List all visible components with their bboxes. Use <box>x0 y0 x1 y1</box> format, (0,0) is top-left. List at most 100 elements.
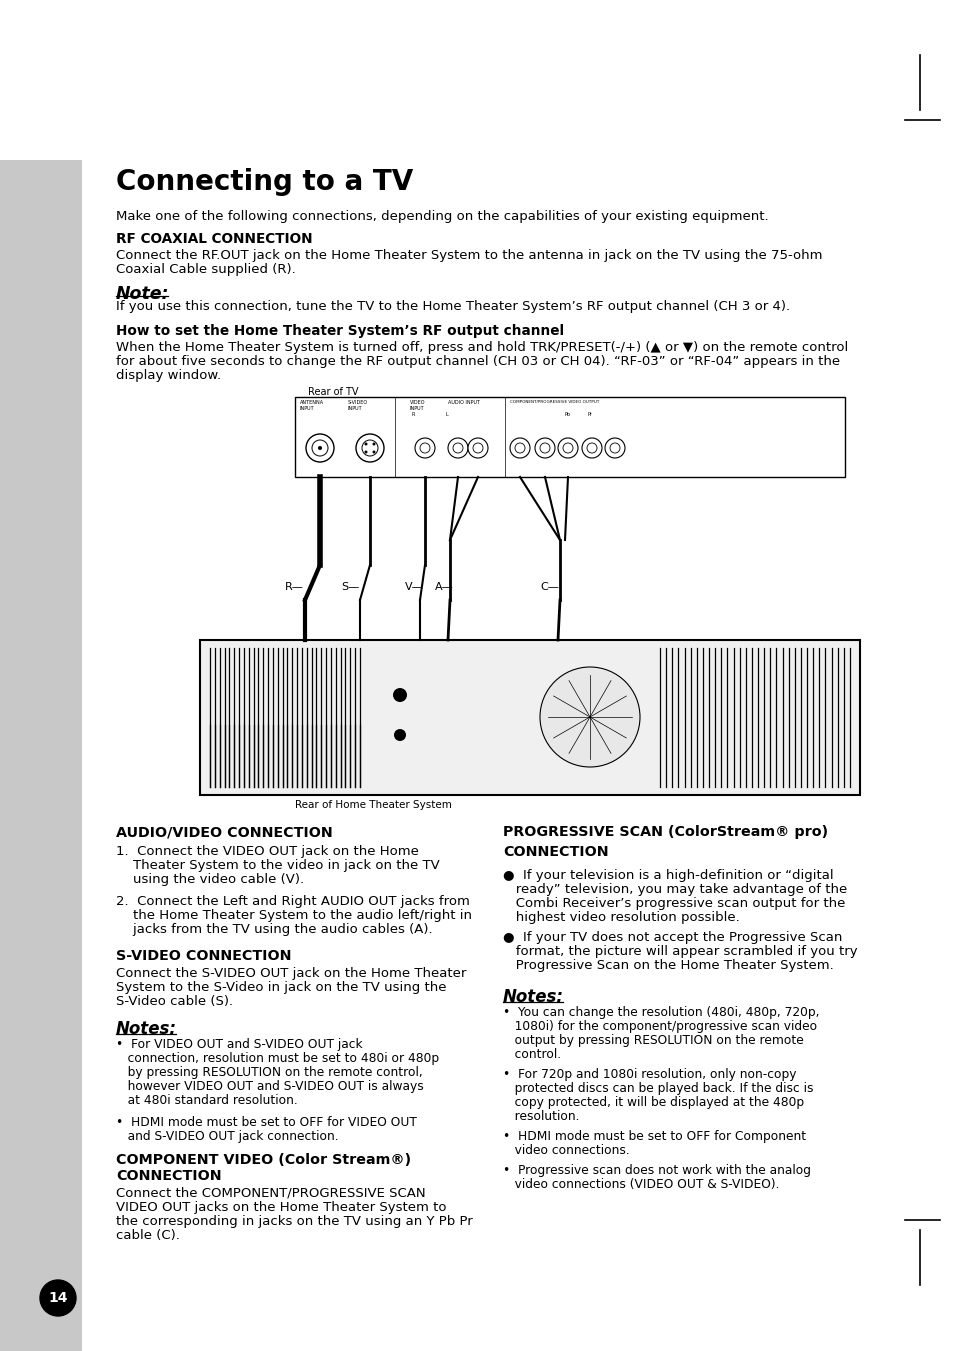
Text: •  For VIDEO OUT and S-VIDEO OUT jack: • For VIDEO OUT and S-VIDEO OUT jack <box>116 1038 362 1051</box>
Text: V—: V— <box>405 582 423 592</box>
Text: ●  If your TV does not accept the Progressive Scan: ● If your TV does not accept the Progres… <box>502 931 841 944</box>
Text: System to the S-Video in jack on the TV using the: System to the S-Video in jack on the TV … <box>116 981 446 994</box>
Text: Connect the S-VIDEO OUT jack on the Home Theater: Connect the S-VIDEO OUT jack on the Home… <box>116 967 466 979</box>
Text: Make one of the following connections, depending on the capabilities of your exi: Make one of the following connections, d… <box>116 209 768 223</box>
Text: control.: control. <box>502 1048 560 1061</box>
Text: Connect the RF.OUT jack on the Home Theater System to the antenna in jack on the: Connect the RF.OUT jack on the Home Thea… <box>116 249 821 262</box>
Text: connection, resolution must be set to 480i or 480p: connection, resolution must be set to 48… <box>116 1052 438 1065</box>
Circle shape <box>419 443 430 453</box>
Circle shape <box>355 434 384 462</box>
Circle shape <box>609 443 619 453</box>
Text: •  For 720p and 1080i resolution, only non-copy: • For 720p and 1080i resolution, only no… <box>502 1069 796 1081</box>
Text: 1080i) for the component/progressive scan video: 1080i) for the component/progressive sca… <box>502 1020 817 1034</box>
Text: S-VIDEO CONNECTION: S-VIDEO CONNECTION <box>116 948 292 963</box>
Text: highest video resolution possible.: highest video resolution possible. <box>502 911 739 924</box>
Text: Combi Receiver’s progressive scan output for the: Combi Receiver’s progressive scan output… <box>502 897 844 911</box>
Circle shape <box>415 438 435 458</box>
Text: When the Home Theater System is turned off, press and hold TRK/PRESET(-/+) (▲ or: When the Home Theater System is turned o… <box>116 340 847 354</box>
Circle shape <box>317 446 322 450</box>
Circle shape <box>558 438 578 458</box>
Text: Connecting to a TV: Connecting to a TV <box>116 168 413 196</box>
Text: •  HDMI mode must be set to OFF for Component: • HDMI mode must be set to OFF for Compo… <box>502 1129 805 1143</box>
Text: CONNECTION: CONNECTION <box>502 844 608 859</box>
Text: jacks from the TV using the audio cables (A).: jacks from the TV using the audio cables… <box>116 923 432 936</box>
Text: at 480i standard resolution.: at 480i standard resolution. <box>116 1094 297 1106</box>
Text: video connections (VIDEO OUT & S-VIDEO).: video connections (VIDEO OUT & S-VIDEO). <box>502 1178 779 1192</box>
Circle shape <box>364 443 367 446</box>
Text: and S-VIDEO OUT jack connection.: and S-VIDEO OUT jack connection. <box>116 1129 338 1143</box>
Text: ●  If your television is a high-definition or “digital: ● If your television is a high-definitio… <box>502 869 833 882</box>
Circle shape <box>586 443 597 453</box>
Text: Notes:: Notes: <box>502 988 563 1006</box>
Text: If you use this connection, tune the TV to the Home Theater System’s RF output c: If you use this connection, tune the TV … <box>116 300 789 313</box>
Circle shape <box>581 438 601 458</box>
Circle shape <box>394 730 406 740</box>
Text: video connections.: video connections. <box>502 1144 629 1156</box>
Text: RF COAXIAL CONNECTION: RF COAXIAL CONNECTION <box>116 232 313 246</box>
Circle shape <box>40 1279 76 1316</box>
Text: L: L <box>446 412 448 417</box>
Text: S-Video cable (S).: S-Video cable (S). <box>116 994 233 1008</box>
Text: R: R <box>412 412 415 417</box>
Text: output by pressing RESOLUTION on the remote: output by pressing RESOLUTION on the rem… <box>502 1034 803 1047</box>
Text: AUDIO/VIDEO CONNECTION: AUDIO/VIDEO CONNECTION <box>116 825 333 839</box>
Text: ANTENNA
INPUT: ANTENNA INPUT <box>299 400 324 411</box>
Circle shape <box>510 438 530 458</box>
Text: VIDEO
INPUT: VIDEO INPUT <box>410 400 425 411</box>
Circle shape <box>562 443 573 453</box>
Text: S-VIDEO
INPUT: S-VIDEO INPUT <box>348 400 368 411</box>
Text: 2.  Connect the Left and Right AUDIO OUT jacks from: 2. Connect the Left and Right AUDIO OUT … <box>116 894 470 908</box>
Text: for about five seconds to change the RF output channel (CH 03 or CH 04). “RF-03”: for about five seconds to change the RF … <box>116 355 840 367</box>
Text: COMPONENT VIDEO (Color Stream®): COMPONENT VIDEO (Color Stream®) <box>116 1152 411 1167</box>
Text: Coaxial Cable supplied (R).: Coaxial Cable supplied (R). <box>116 263 295 276</box>
Text: display window.: display window. <box>116 369 221 382</box>
Circle shape <box>453 443 462 453</box>
Text: Pb: Pb <box>564 412 571 417</box>
Text: C—: C— <box>539 582 558 592</box>
Circle shape <box>393 688 407 703</box>
Text: VIDEO OUT jacks on the Home Theater System to: VIDEO OUT jacks on the Home Theater Syst… <box>116 1201 446 1215</box>
Text: the Home Theater System to the audio left/right in: the Home Theater System to the audio lef… <box>116 909 472 921</box>
Text: •  You can change the resolution (480i, 480p, 720p,: • You can change the resolution (480i, 4… <box>502 1006 819 1019</box>
Text: format, the picture will appear scrambled if you try: format, the picture will appear scramble… <box>502 944 857 958</box>
Bar <box>294 397 844 477</box>
Text: protected discs can be played back. If the disc is: protected discs can be played back. If t… <box>502 1082 813 1096</box>
Text: Connect the COMPONENT/PROGRESSIVE SCAN: Connect the COMPONENT/PROGRESSIVE SCAN <box>116 1188 425 1200</box>
Text: How to set the Home Theater System’s RF output channel: How to set the Home Theater System’s RF … <box>116 324 563 338</box>
Text: resolution.: resolution. <box>502 1111 578 1123</box>
Text: COMPONENT/PROGRESSIVE VIDEO OUTPUT: COMPONENT/PROGRESSIVE VIDEO OUTPUT <box>510 400 598 404</box>
Text: by pressing RESOLUTION on the remote control,: by pressing RESOLUTION on the remote con… <box>116 1066 422 1079</box>
Text: 14: 14 <box>49 1292 68 1305</box>
Text: ready” television, you may take advantage of the: ready” television, you may take advantag… <box>502 884 846 896</box>
Text: •  Progressive scan does not work with the analog: • Progressive scan does not work with th… <box>502 1165 810 1177</box>
Circle shape <box>473 443 482 453</box>
Bar <box>0 0 82 159</box>
Circle shape <box>535 438 555 458</box>
Text: R—: R— <box>285 582 304 592</box>
Text: Progressive Scan on the Home Theater System.: Progressive Scan on the Home Theater Sys… <box>502 959 833 971</box>
Text: Pr: Pr <box>587 412 592 417</box>
Text: cable (C).: cable (C). <box>116 1229 180 1242</box>
Circle shape <box>515 443 524 453</box>
Text: S—: S— <box>340 582 359 592</box>
Text: Note:: Note: <box>116 285 170 303</box>
Text: however VIDEO OUT and S-VIDEO OUT is always: however VIDEO OUT and S-VIDEO OUT is alw… <box>116 1079 423 1093</box>
Text: A—: A— <box>435 582 454 592</box>
Text: AUDIO INPUT: AUDIO INPUT <box>448 400 479 405</box>
Circle shape <box>604 438 624 458</box>
Text: the corresponding in jacks on the TV using an Y Pb Pr: the corresponding in jacks on the TV usi… <box>116 1215 473 1228</box>
Circle shape <box>468 438 488 458</box>
Bar <box>0 159 82 1351</box>
Circle shape <box>448 438 468 458</box>
Bar <box>200 640 859 794</box>
Text: 1.  Connect the VIDEO OUT jack on the Home: 1. Connect the VIDEO OUT jack on the Hom… <box>116 844 418 858</box>
Circle shape <box>539 667 639 767</box>
Text: CONNECTION: CONNECTION <box>116 1169 221 1183</box>
Text: Rear of TV: Rear of TV <box>308 386 358 397</box>
Text: Rear of Home Theater System: Rear of Home Theater System <box>294 800 452 811</box>
Circle shape <box>372 443 375 446</box>
Circle shape <box>364 450 367 454</box>
Text: copy protected, it will be displayed at the 480p: copy protected, it will be displayed at … <box>502 1096 803 1109</box>
Text: using the video cable (V).: using the video cable (V). <box>116 873 304 886</box>
Text: Notes:: Notes: <box>116 1020 177 1038</box>
